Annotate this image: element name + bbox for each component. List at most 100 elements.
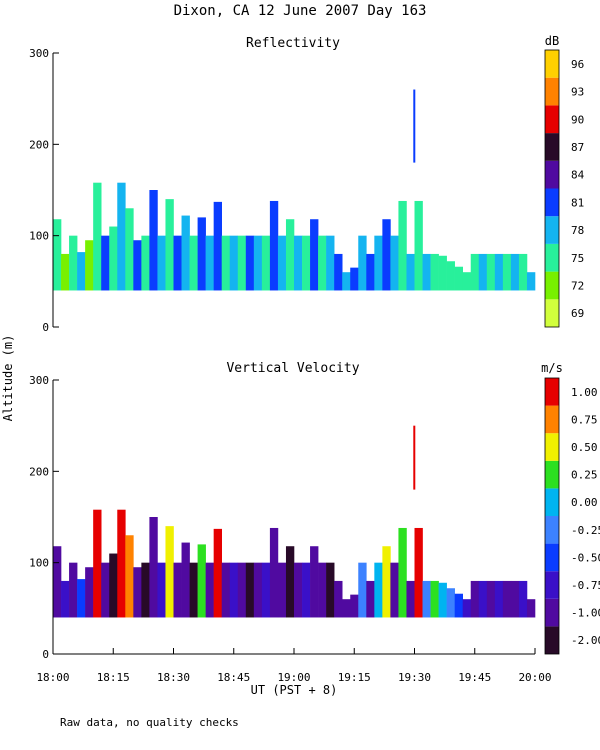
- data-column: [406, 580, 415, 618]
- data-column: [382, 546, 391, 618]
- data-column: [350, 267, 359, 291]
- colorbar-label: -2.00: [571, 634, 600, 647]
- data-column: [358, 562, 367, 618]
- data-column: [77, 252, 86, 291]
- colorbar-swatch: [545, 133, 559, 161]
- y-tick-label: 300: [29, 374, 49, 387]
- data-column: [526, 272, 536, 291]
- figure-title: Dixon, CA 12 June 2007 Day 163: [174, 3, 427, 19]
- data-column: [398, 200, 407, 291]
- data-column: [390, 562, 399, 618]
- data-column: [269, 527, 279, 618]
- data-column: [181, 542, 190, 618]
- colorbar-label: 0.25: [571, 469, 598, 482]
- data-column: [502, 253, 512, 291]
- data-column: [478, 253, 488, 291]
- data-column: [117, 509, 126, 618]
- data-column: [261, 235, 271, 291]
- colorbar-swatch: [545, 77, 559, 106]
- x-tick-label: 18:00: [36, 671, 69, 684]
- data-column: [342, 272, 351, 291]
- data-column: [342, 599, 351, 618]
- colorbar-swatch: [545, 50, 559, 78]
- data-column: [454, 593, 463, 618]
- data-column: [334, 253, 343, 291]
- data-columns: [53, 89, 536, 291]
- data-column: [518, 253, 528, 291]
- x-tick-label: 18:30: [157, 671, 190, 684]
- data-column: [510, 580, 520, 618]
- data-column: [229, 235, 239, 291]
- data-column: [125, 208, 134, 291]
- data-column: [93, 509, 102, 618]
- x-tick-label: 19:30: [398, 671, 431, 684]
- y-tick-label: 200: [29, 465, 49, 478]
- vertical-velocity-panel: Vertical Velocity 0 100 200 300 -2.00 -1.00 -0.…: [29, 361, 600, 661]
- colorbar-label: 75: [571, 252, 584, 265]
- colorbar-label: 78: [571, 224, 584, 237]
- colorbar-label: 90: [571, 113, 584, 126]
- data-column: [374, 562, 383, 618]
- data-column: [85, 567, 94, 618]
- data-column: [302, 235, 311, 291]
- data-column: [486, 253, 496, 291]
- data-column: [414, 200, 423, 291]
- colorbar-swatch: [545, 216, 559, 244]
- data-column: [374, 235, 383, 291]
- data-column: [261, 562, 271, 618]
- data-column: [269, 200, 279, 291]
- data-column: [77, 579, 86, 618]
- data-column: [470, 253, 480, 291]
- colorbar-swatch: [545, 243, 559, 272]
- colorbar-unit: dB: [545, 34, 559, 48]
- colorbar-swatch: [545, 488, 559, 516]
- data-column: [237, 235, 247, 291]
- y-tick-label: 300: [29, 47, 49, 60]
- data-column: [61, 253, 70, 291]
- data-column: [406, 253, 415, 291]
- x-axis-label: UT (PST + 8): [251, 683, 338, 697]
- data-column: [109, 553, 118, 618]
- colorbar-label: 96: [571, 58, 584, 71]
- data-column: [334, 580, 343, 618]
- data-column: [149, 517, 158, 618]
- data-column: [253, 235, 263, 291]
- data-columns: [53, 425, 536, 618]
- data-column: [358, 235, 367, 291]
- data-column: [430, 580, 439, 618]
- data-column: [197, 217, 206, 291]
- data-column: [294, 562, 303, 618]
- data-column: [189, 562, 198, 618]
- shared-x-axis: 18:00 18:15 18:30 18:45 19:00 19:15 19:30 19:45…: [36, 648, 552, 684]
- reflectivity-panel: Reflectivity 0 100 200 300 69 72 75 78 81 84 87 90 93…: [29, 34, 584, 334]
- x-tick-label: 18:15: [97, 671, 130, 684]
- x-tick-label: 19:45: [458, 671, 491, 684]
- data-column: [366, 580, 375, 618]
- colorbar-swatch: [545, 405, 559, 434]
- data-column: [430, 253, 439, 291]
- data-column: [197, 544, 206, 618]
- x-tick-label: 19:00: [277, 671, 310, 684]
- colorbar-swatch: [545, 543, 559, 572]
- data-column: [350, 594, 359, 618]
- colorbar-label: 69: [571, 307, 584, 320]
- data-column: [518, 580, 528, 618]
- data-column: [181, 215, 190, 291]
- data-column: [438, 582, 447, 618]
- data-column: [494, 253, 504, 291]
- y-tick-label: 100: [29, 557, 49, 570]
- data-column: [221, 562, 231, 618]
- data-column: [318, 235, 327, 291]
- data-column: [526, 599, 536, 618]
- data-column: [318, 562, 327, 618]
- data-column: [310, 546, 319, 618]
- data-column: [165, 526, 174, 618]
- colorbar-label: 81: [571, 196, 584, 209]
- y-tick-label: 0: [42, 648, 49, 661]
- data-column: [446, 588, 455, 618]
- colorbar-label: -1.00: [571, 607, 600, 620]
- data-column: [245, 235, 255, 291]
- data-column: [294, 235, 303, 291]
- data-column: [213, 528, 222, 618]
